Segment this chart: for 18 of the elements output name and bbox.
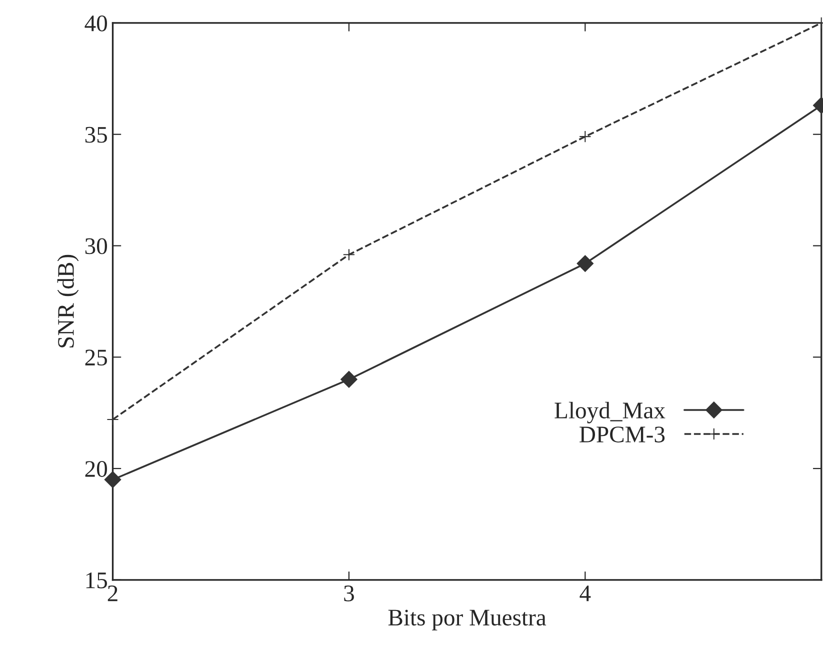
y-tick-label: 20 [85, 461, 107, 477]
legend-label: Lloyd_Max [554, 402, 666, 424]
point [342, 248, 356, 261]
point [576, 255, 594, 272]
y-tick-label: 25 [85, 350, 107, 366]
x-tick-label: 2 [108, 586, 118, 602]
y-tick-label: 15 [86, 572, 107, 588]
point [106, 413, 119, 426]
x-tick-label: 4 [580, 586, 591, 602]
y-axis-title: SNR (dB) [57, 254, 79, 348]
y-tick-label: 40 [84, 15, 107, 32]
y-tick-label: 30 [85, 238, 107, 254]
legend-label: DPCM-3 [580, 426, 665, 442]
x-tick-label: 3 [344, 586, 354, 602]
y-tick-label: 35 [85, 126, 107, 143]
x-axis-title: Bits por Muestra [388, 610, 546, 630]
point [340, 371, 358, 388]
point [579, 130, 592, 143]
